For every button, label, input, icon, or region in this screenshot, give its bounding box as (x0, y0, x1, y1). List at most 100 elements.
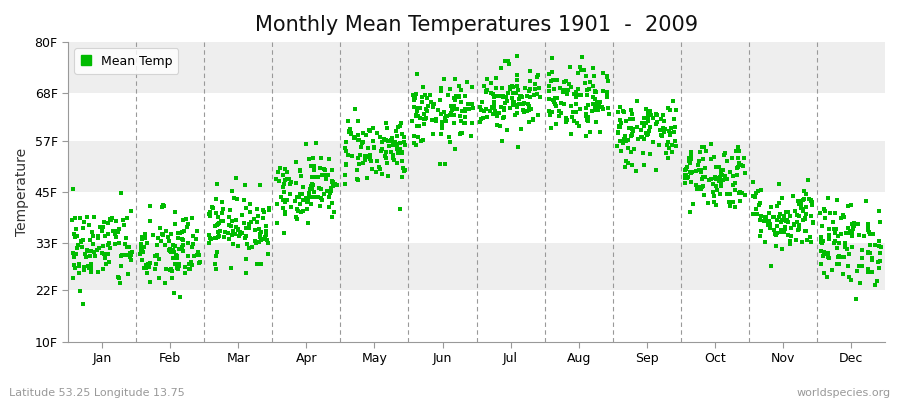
Point (122, 253, 137, 260)
Point (202, 232, 216, 238)
Point (159, 266, 174, 272)
Point (339, 162, 354, 168)
Point (556, 101, 571, 108)
Point (844, 277, 859, 283)
Point (489, 84, 503, 91)
Point (857, 232, 871, 239)
Point (204, 236, 219, 242)
Point (432, 97, 446, 103)
Point (153, 225, 167, 232)
Point (393, 146, 408, 152)
Point (616, 140, 630, 146)
Point (191, 249, 205, 255)
Point (175, 244, 189, 250)
Point (411, 134, 426, 140)
Point (363, 127, 377, 134)
Point (510, 87, 525, 93)
Point (625, 107, 639, 114)
Point (67, 262, 81, 268)
Point (226, 241, 240, 248)
Point (229, 175, 243, 182)
Point (182, 260, 196, 267)
Point (109, 234, 123, 240)
Point (612, 124, 626, 130)
Point (294, 172, 309, 179)
Point (489, 74, 503, 81)
Point (860, 227, 875, 234)
Point (101, 242, 115, 248)
Point (579, 113, 593, 120)
Point (303, 186, 318, 192)
Point (69, 233, 84, 239)
Point (732, 148, 746, 154)
Point (780, 231, 795, 238)
Point (822, 232, 836, 239)
Point (209, 196, 223, 202)
Point (772, 199, 787, 206)
Point (91, 234, 105, 241)
Point (774, 229, 788, 235)
Point (446, 95, 461, 102)
Point (362, 153, 376, 159)
Point (317, 166, 331, 172)
Point (434, 131, 448, 137)
Point (458, 93, 473, 99)
Point (656, 112, 670, 118)
Point (339, 148, 354, 154)
Point (569, 94, 583, 100)
Point (792, 198, 806, 204)
Point (340, 152, 355, 159)
Point (275, 205, 290, 212)
Point (588, 102, 602, 108)
Point (834, 214, 849, 221)
Point (753, 216, 768, 223)
Point (601, 105, 616, 112)
Point (307, 166, 321, 173)
Point (544, 125, 558, 131)
Point (170, 265, 184, 271)
Point (596, 106, 610, 113)
Point (318, 167, 332, 173)
Point (385, 137, 400, 144)
Point (511, 100, 526, 107)
Point (684, 179, 698, 186)
Point (830, 245, 844, 252)
Point (216, 218, 230, 225)
Point (292, 194, 306, 200)
Point (397, 167, 411, 173)
Point (637, 122, 652, 129)
Point (715, 166, 729, 173)
Point (502, 84, 517, 91)
Point (441, 134, 455, 140)
Point (625, 162, 639, 169)
Point (398, 141, 412, 148)
Point (573, 67, 588, 74)
Point (669, 143, 683, 150)
Point (637, 120, 652, 126)
Point (339, 139, 354, 145)
Point (487, 101, 501, 107)
Point (796, 197, 810, 203)
Point (216, 206, 230, 212)
Point (454, 99, 468, 106)
Point (242, 208, 256, 215)
Point (612, 124, 626, 130)
Point (155, 231, 169, 238)
Point (325, 167, 339, 174)
Point (444, 103, 458, 110)
Point (689, 185, 704, 192)
Point (407, 96, 421, 103)
Point (92, 245, 106, 251)
Point (269, 201, 284, 207)
Point (872, 208, 886, 215)
Point (444, 110, 458, 117)
Point (436, 119, 450, 125)
Point (512, 93, 526, 100)
Point (626, 126, 640, 132)
Point (355, 140, 369, 146)
Point (140, 240, 154, 246)
Point (758, 214, 772, 220)
Point (113, 190, 128, 196)
Point (491, 93, 506, 100)
Point (748, 194, 762, 200)
